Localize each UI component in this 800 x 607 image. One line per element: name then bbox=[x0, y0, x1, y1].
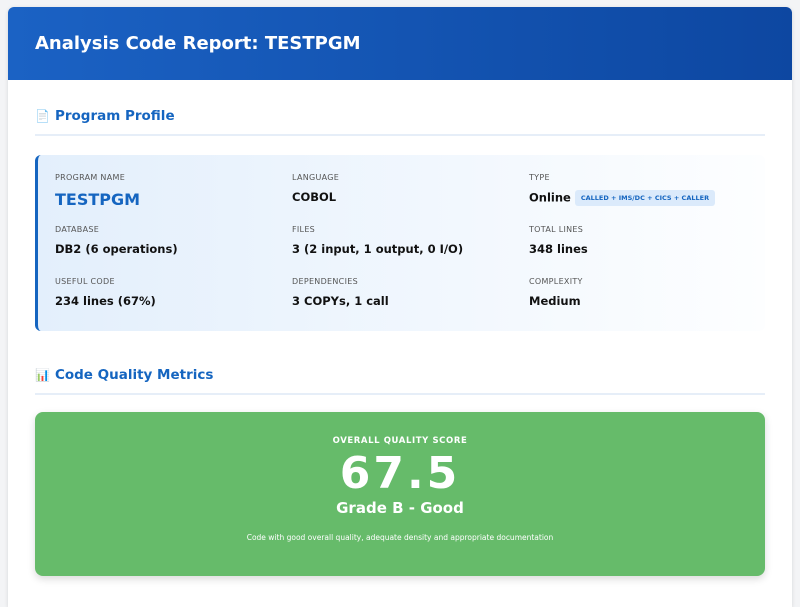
section-title: Program Profile bbox=[54, 108, 175, 124]
field-value: 3 COPYs, 1 call bbox=[292, 294, 389, 308]
report: Analysis Code Report: TESTPGM 📄 Program P… bbox=[8, 7, 792, 607]
field-complexity: COMPLEXITY Medium bbox=[529, 277, 749, 329]
section-title: Code Quality Metrics bbox=[54, 367, 214, 383]
field-label: LANGUAGE bbox=[292, 173, 340, 182]
field-label: COMPLEXITY bbox=[529, 277, 583, 286]
field-total-lines: TOTAL LINES 348 lines bbox=[529, 225, 749, 277]
quality-score-card: OVERALL QUALITY SCORE 67.5 Grade B - Goo… bbox=[35, 412, 765, 576]
field-label: FILES bbox=[292, 225, 316, 234]
field-value: Medium bbox=[529, 294, 581, 308]
field-label: USEFUL CODE bbox=[55, 277, 115, 286]
field-value: Online bbox=[529, 190, 571, 205]
section-code-quality: 📊 Code Quality Metrics bbox=[35, 367, 765, 395]
type-badge: CALLED + IMS/DC + CICS + CALLER bbox=[574, 190, 716, 206]
page-title: Analysis Code Report: TESTPGM bbox=[35, 33, 361, 54]
field-value: 3 (2 input, 1 output, 0 I/O) bbox=[292, 242, 464, 256]
bar-chart-icon: 📊 bbox=[35, 368, 50, 382]
page-icon: 📄 bbox=[35, 109, 50, 123]
field-useful-code: USEFUL CODE 234 lines (67%) bbox=[55, 277, 292, 329]
score-description: Code with good overall quality, adequate… bbox=[246, 533, 554, 542]
field-type: TYPE Online CALLED + IMS/DC + CICS + CALLE… bbox=[529, 173, 749, 225]
field-label: PROGRAM NAME bbox=[55, 173, 126, 182]
field-language: LANGUAGE COBOL bbox=[292, 173, 529, 225]
field-value: 234 lines (67%) bbox=[55, 294, 156, 308]
field-label: DEPENDENCIES bbox=[292, 277, 358, 286]
section-program-profile: 📄 Program Profile bbox=[35, 108, 765, 136]
field-label: DATABASE bbox=[55, 225, 100, 234]
field-label: TOTAL LINES bbox=[529, 225, 584, 234]
field-database: DATABASE DB2 (6 operations) bbox=[55, 225, 292, 277]
field-label: TYPE bbox=[529, 173, 550, 182]
field-dependencies: DEPENDENCIES 3 COPYs, 1 call bbox=[292, 277, 529, 329]
field-value: 348 lines bbox=[529, 242, 588, 256]
score-label: OVERALL QUALITY SCORE bbox=[332, 436, 468, 446]
field-files: FILES 3 (2 input, 1 output, 0 I/O) bbox=[292, 225, 529, 277]
field-value: DB2 (6 operations) bbox=[55, 242, 178, 256]
field-program-name: PROGRAM NAME TESTPGM bbox=[55, 173, 292, 225]
field-value: COBOL bbox=[292, 190, 337, 204]
field-value: TESTPGM bbox=[55, 190, 141, 209]
program-profile-card: PROGRAM NAME TESTPGM LANGUAGE COBOL TYPE On… bbox=[35, 155, 765, 331]
score-value: 67.5 bbox=[339, 448, 461, 499]
grade: Grade B - Good bbox=[336, 499, 464, 517]
header: Analysis Code Report: TESTPGM bbox=[8, 7, 792, 80]
